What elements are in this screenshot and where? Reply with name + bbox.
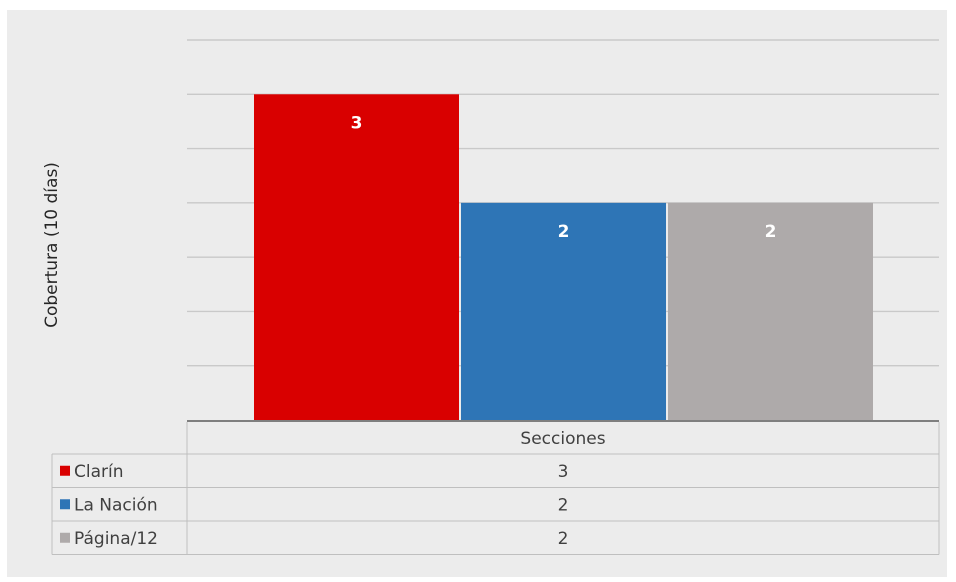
table-value-1: 2 [558, 495, 569, 515]
bar-chart: 3 2 2 Secciones Clarín 3 La Nación 2 Página/12 2… [42, 39, 940, 555]
data-labels: 3 2 2 [351, 113, 777, 242]
bars [254, 94, 873, 421]
legend-entry-2: Página/12 [74, 529, 158, 549]
y-axis-label: Cobertura (10 días) [42, 162, 62, 328]
data-label-2: 2 [765, 222, 777, 242]
table-value-0: 3 [558, 462, 569, 482]
table-value-2: 2 [558, 529, 569, 549]
legend-key-0 [60, 465, 70, 476]
data-label-0: 3 [351, 113, 363, 133]
legend-key-1 [60, 499, 70, 510]
bar-2 [668, 202, 873, 420]
bar-0 [254, 94, 459, 421]
legend-entry-0: Clarín [74, 462, 124, 482]
legend-key-2 [60, 532, 70, 543]
data-label-1: 2 [558, 222, 570, 242]
data-table: Secciones Clarín 3 La Nación 2 Página/12 2 [51, 422, 940, 555]
legend-entry-1: La Nación [74, 495, 158, 515]
table-category-header: Secciones [520, 429, 605, 449]
chart-area: 3 2 2 Secciones Clarín 3 La Nación 2 Página/12 2… [7, 10, 947, 577]
bar-1 [461, 202, 666, 420]
